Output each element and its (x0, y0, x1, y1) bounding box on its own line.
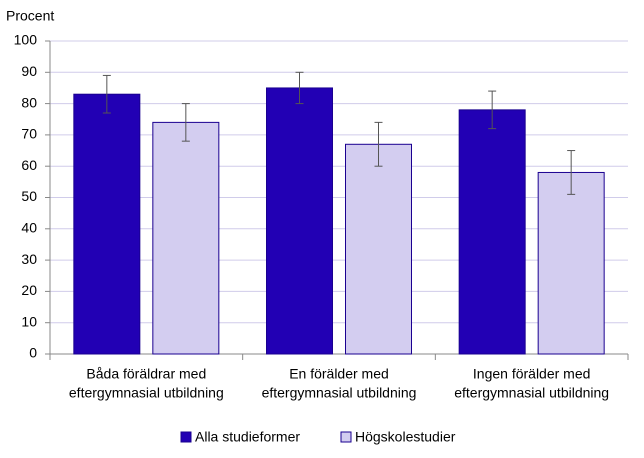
y-tick-label: 50 (21, 188, 37, 204)
x-tick-label: Ingen förälder med (473, 366, 591, 382)
x-tick-label: En förälder med (289, 366, 389, 382)
y-tick-label: 20 (21, 282, 37, 298)
legend-label: Alla studieformer (195, 429, 300, 445)
bar (73, 93, 141, 355)
x-tick-label: eftergymnasial utbildning (69, 385, 224, 401)
y-tick-label: 70 (21, 126, 37, 142)
x-tick-label: eftergymnasial utbildning (454, 385, 609, 401)
legend-swatch (180, 431, 192, 443)
y-tick-label: 60 (21, 157, 37, 173)
y-tick-label: 40 (21, 220, 37, 236)
y-axis-label: Procent (6, 8, 54, 24)
bar (266, 87, 333, 355)
legend-label: Högskolestudier (355, 429, 456, 445)
y-tick-label: 100 (14, 32, 38, 48)
x-tick-label: eftergymnasial utbildning (262, 385, 417, 401)
y-tick-label: 0 (29, 345, 37, 361)
y-tick-label: 90 (21, 63, 37, 79)
bar (345, 143, 412, 355)
bar (537, 171, 605, 355)
legend-swatch (340, 431, 352, 443)
y-tick-label: 80 (21, 94, 37, 110)
x-tick-label: Båda föräldrar med (86, 366, 206, 382)
bar (458, 109, 526, 355)
y-tick-label: 10 (21, 313, 37, 329)
bar (152, 121, 220, 355)
y-tick-label: 30 (21, 251, 37, 267)
